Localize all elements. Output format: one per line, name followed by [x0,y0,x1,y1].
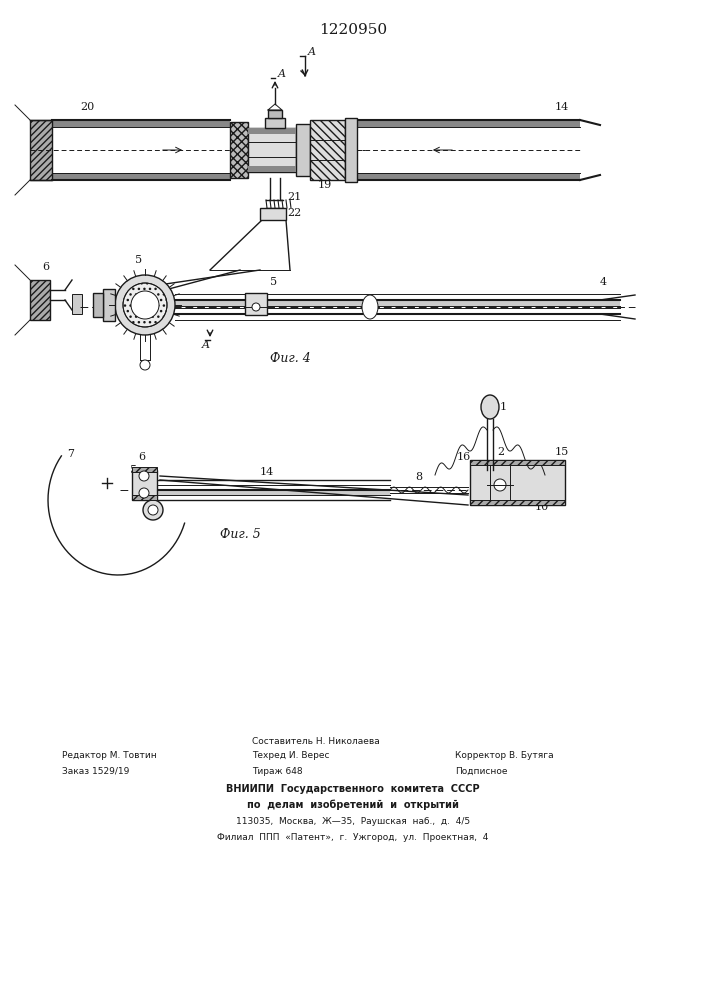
Text: Филиал  ППП  «Патент»,  г.  Ужгород,  ул.  Проектная,  4: Филиал ППП «Патент», г. Ужгород, ул. Про… [217,833,489,842]
Bar [470,460,565,505]
Text: 21: 21 [287,192,301,202]
Text: 5: 5 [135,255,142,265]
Circle shape [139,488,149,498]
Text: 2: 2 [497,447,504,457]
Bar [260,208,286,220]
Text: 14: 14 [555,102,569,112]
Circle shape [143,500,163,520]
Bar [230,122,248,178]
Bar [52,120,230,127]
Text: 22: 22 [287,208,301,218]
Bar [357,120,580,127]
Bar [132,470,157,500]
Text: 1220950: 1220950 [319,23,387,37]
Bar [248,128,296,134]
Text: 1: 1 [500,402,507,412]
Text: 6: 6 [42,262,49,272]
Text: A: A [202,340,210,350]
Text: Подписное: Подписное [455,767,508,776]
Circle shape [131,291,159,319]
Text: Тираж 648: Тираж 648 [252,767,303,776]
Bar [132,495,157,500]
Text: 3: 3 [507,462,514,472]
Circle shape [494,479,506,491]
Text: 8: 8 [415,472,422,482]
Text: 15: 15 [555,447,569,457]
Bar [93,293,103,317]
Bar [268,110,282,118]
Circle shape [252,303,260,311]
Text: 113035,  Москва,  Ж—35,  Раушская  наб.,  д.  4/5: 113035, Москва, Ж—35, Раушская наб., д. … [236,817,470,826]
Bar [175,300,620,306]
Text: 14: 14 [260,467,274,477]
Bar [155,490,390,495]
Bar [357,173,580,180]
Bar [248,128,296,172]
Text: Редактор М. Товтин: Редактор М. Товтин [62,751,157,760]
Bar [132,467,157,472]
Circle shape [140,360,150,370]
Text: ВНИИПИ  Государственного  комитета  СССР: ВНИИПИ Государственного комитета СССР [226,784,480,794]
Bar [265,118,285,128]
Bar [245,293,267,315]
Text: 7: 7 [67,449,74,459]
Text: по  делам  изобретений  и  открытий: по делам изобретений и открытий [247,800,459,810]
Text: Корректор В. Бутяга: Корректор В. Бутяга [455,751,554,760]
Text: 19: 19 [318,180,332,190]
Bar [103,289,115,321]
Text: Заказ 1529/19: Заказ 1529/19 [62,767,129,776]
Text: 5: 5 [130,465,137,475]
Text: Фиг. 4: Фиг. 4 [270,352,311,365]
Text: 5: 5 [270,277,277,287]
Bar [470,460,565,465]
Bar [248,166,296,172]
Bar [470,500,565,505]
Text: A: A [278,69,286,79]
Text: 20: 20 [80,102,94,112]
Bar [296,124,310,176]
Bar [30,280,50,320]
Text: 6: 6 [138,452,145,462]
Circle shape [148,505,158,515]
Text: Техред И. Верес: Техред И. Верес [252,751,329,760]
Circle shape [115,275,175,335]
Text: A: A [308,47,316,57]
Ellipse shape [362,295,378,319]
Text: 4: 4 [600,277,607,287]
Bar [30,120,52,180]
Text: 10: 10 [535,502,549,512]
Bar [72,294,82,314]
Bar [52,173,230,180]
Text: 16: 16 [457,452,472,462]
Bar [310,120,345,180]
Text: Составитель Н. Николаева: Составитель Н. Николаева [252,737,380,746]
Bar [345,118,357,182]
Text: Фиг. 5: Фиг. 5 [220,528,261,541]
Ellipse shape [481,395,499,419]
Circle shape [123,283,167,327]
Circle shape [139,471,149,481]
